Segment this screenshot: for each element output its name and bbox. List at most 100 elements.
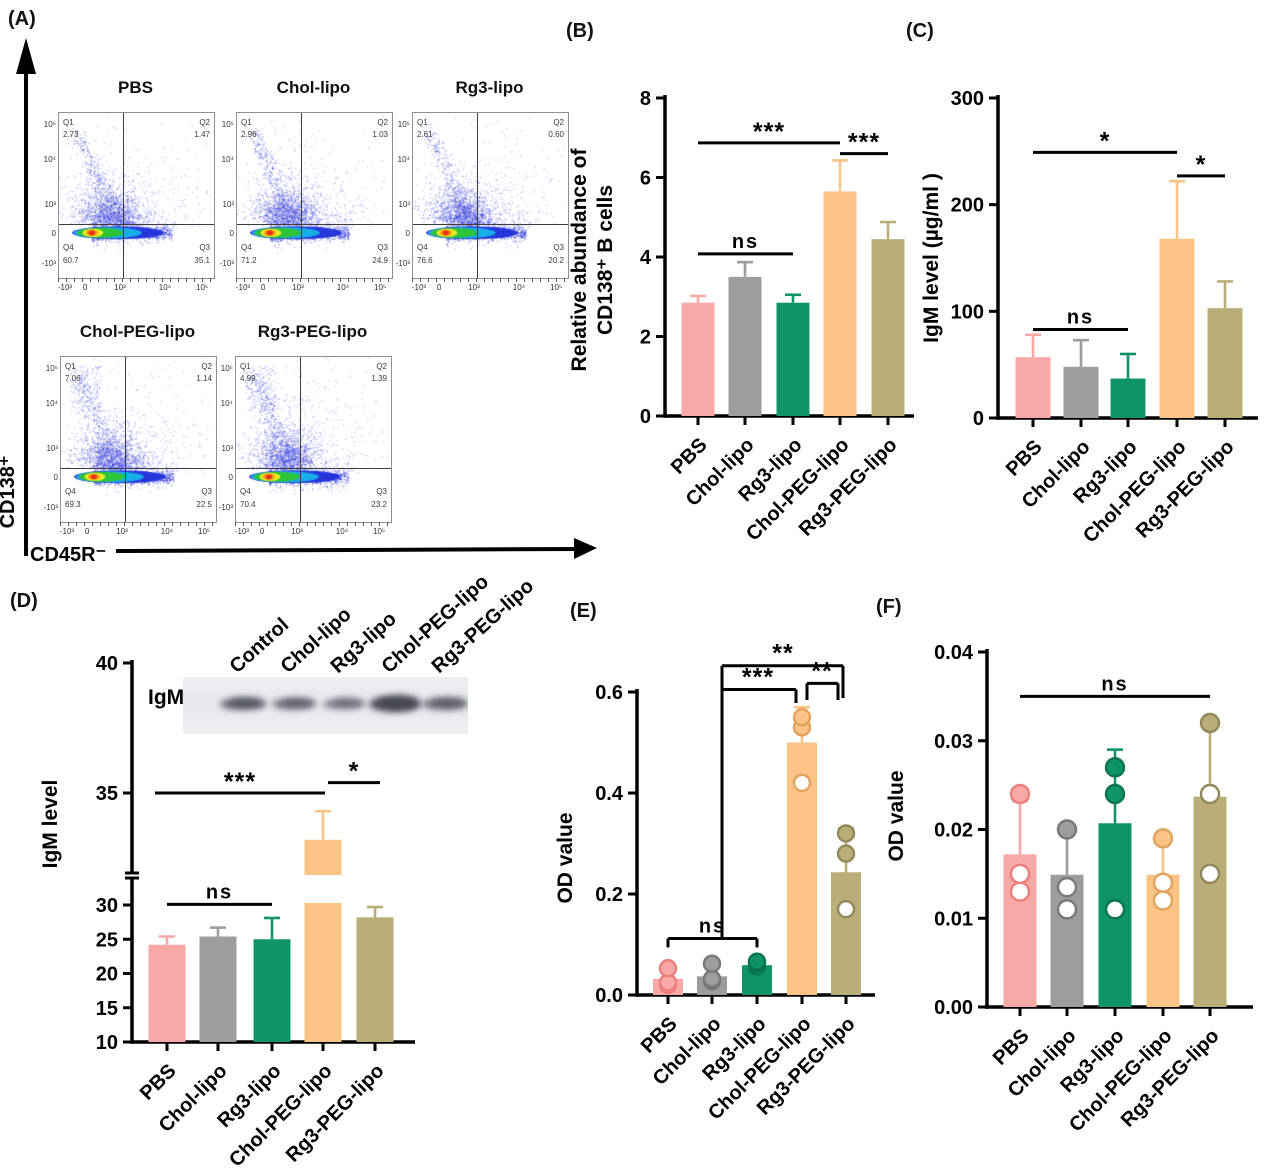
quadrant-q3-value: 22.5 [196, 500, 212, 509]
flow-ytick: 10³ [221, 444, 233, 454]
flow-ytick: 10⁵ [43, 120, 56, 130]
bar-Chol-PEG-lipo [304, 903, 342, 1042]
western-blot-igm-label: IgM [148, 686, 185, 709]
flow-plot-rg3-lipo: Rg3-lipo Q1 2.61 Q2 0.60 Q3 20.2 Q4 76.6 10⁵ 10⁴ 10… [388, 78, 588, 313]
ylabel-F: OD value [885, 770, 908, 861]
blot-lane-label: Chol-lipo [277, 603, 356, 677]
quadrant-q2-value: 1.03 [372, 130, 388, 139]
blot-lane-label: Chol-PEG-lipo [378, 571, 493, 678]
xlabel-PBS: PBS [1002, 436, 1047, 481]
bar-PBS [653, 978, 683, 995]
data-point-Rg3-lipo [747, 953, 767, 973]
quadrant-hline [237, 223, 392, 225]
flow-density-cloud [61, 357, 214, 520]
flow-xtick: 0 [82, 283, 88, 292]
ytick-E: 0.6 [595, 682, 623, 704]
data-point-Chol-lipo [1056, 876, 1078, 898]
bar-PBS [1003, 854, 1037, 1007]
data-point-Rg3-PEG-lipo [836, 899, 856, 919]
bar-Rg3-lipo [1098, 823, 1132, 1007]
data-point-Chol-PEG-lipo [792, 718, 812, 737]
ytick-C: 200 [951, 195, 984, 217]
data-point-Chol-PEG-lipo [1152, 828, 1174, 849]
bar-Rg3-PEG-lipo [871, 239, 905, 416]
bar-Chol-PEG-lipo [1146, 874, 1180, 1007]
xlabel-Rg3-lipo: Rg3-lipo [1069, 436, 1141, 508]
blot-lane-label: Control [226, 614, 294, 678]
chart-B: 0 2 4 6 8 PBSChol-lipoRg3-lipoChol-PEG-lipoRg… [568, 88, 914, 545]
bar-Chol-lipo [1063, 366, 1099, 418]
flow-ytick: 10³ [44, 200, 56, 210]
ytick-D: 30 [96, 895, 118, 917]
flow-ytick: 10⁵ [45, 364, 58, 374]
ytick-D: 10 [96, 1032, 118, 1054]
ytick-D: 25 [96, 929, 118, 951]
data-point-Chol-PEG-lipo [792, 708, 812, 727]
panel-label-B: (B) [566, 20, 594, 42]
sig-label: *** [848, 129, 880, 157]
data-point-PBS [1009, 881, 1031, 902]
sig-label: *** [224, 768, 256, 796]
flow-density-cloud [59, 113, 212, 276]
ytick-B: 6 [640, 168, 651, 190]
flow-ytick: -10³ [43, 502, 58, 512]
data-point-Chol-lipo [1056, 899, 1078, 920]
xlabel-Rg3-PEG-lipo: Rg3-PEG-lipo [795, 434, 902, 541]
data-point-Rg3-PEG-lipo [836, 824, 856, 843]
data-point-Rg3-PEG-lipo [1199, 863, 1221, 885]
quadrant-q4-label: Q4 [417, 243, 428, 252]
flow-plot-area: Q1 7.06 Q2 1.14 Q3 22.5 Q4 69.3 [60, 356, 217, 523]
bar-Chol-PEG-lipo [1159, 238, 1195, 418]
xlabel-Chol-PEG-lipo: Chol-PEG-lipo [1065, 1025, 1176, 1136]
ytick-F: 0.01 [934, 908, 973, 930]
blot-lane-label: Rg3-PEG-lipo [428, 575, 539, 678]
flow-ytick: 10³ [46, 444, 58, 454]
flow-xtick-marks [58, 278, 213, 282]
flow-xtick: 10³ [292, 283, 304, 292]
data-point-Chol-lipo [1056, 819, 1078, 840]
quadrant-q3-label: Q3 [376, 487, 387, 496]
quadrant-q3-label: Q3 [553, 243, 564, 252]
ytick-C: 100 [951, 301, 984, 323]
xlabel-PBS: PBS [667, 434, 712, 479]
flow-xtick: 0 [260, 283, 266, 292]
flow-ytick: 10⁵ [221, 120, 234, 130]
quadrant-q3-label: Q3 [201, 487, 212, 496]
xlabel-PBS: PBS [637, 1013, 682, 1058]
blot-lane-label: Rg3-lipo [327, 608, 401, 678]
xlabel-Chol-PEG-lipo: Chol-PEG-lipo [704, 1013, 815, 1124]
quadrant-hline [61, 467, 216, 469]
flow-ytick: 0 [405, 229, 410, 239]
quadrant-q4-value: 60.7 [63, 256, 79, 265]
ytick-E: 0.4 [595, 783, 624, 805]
quadrant-q1-label: Q1 [63, 118, 74, 127]
quadrant-q4-label: Q4 [241, 243, 252, 252]
flow-xtick: 10⁵ [550, 283, 563, 292]
chart-C: 0 100 200 300 PBSChol-lipoRg3-lipoChol-PEG-l… [920, 88, 1258, 547]
bar-Chol-PEG-lipo [304, 839, 342, 875]
flow-y-axis-label: CD138⁺ [0, 456, 19, 529]
flow-x-arrowhead [574, 538, 597, 559]
chart-E-significance: ns***** ** [666, 640, 845, 948]
quadrant-vline [122, 113, 124, 278]
chart-F: 0.00 0.01 0.02 0.03 0.04 PBSChol-lipoRg3-lipo… [885, 642, 1253, 1136]
flow-ytick: 0 [51, 229, 56, 239]
xlabel-Rg3-lipo: Rg3-lipo [734, 434, 806, 506]
ytick-B: 8 [640, 88, 651, 110]
flow-xtick: 0 [436, 283, 442, 292]
xlabel-Chol-lipo: Chol-lipo [682, 434, 759, 511]
flow-ytick: 0 [229, 229, 234, 239]
flow-ytick: 10⁵ [397, 120, 410, 130]
bar-Rg3-lipo [742, 965, 772, 995]
ytick-C: 300 [951, 88, 984, 110]
quadrant-q4-label: Q4 [65, 487, 76, 496]
quadrant-q4-value: 70.4 [240, 500, 256, 509]
bar-Rg3-PEG-lipo [1193, 796, 1227, 1007]
panel-label-F: (F) [876, 596, 902, 618]
flow-plot-area: Q1 4.99 Q2 1.39 Q3 23.2 Q4 70.4 [235, 356, 392, 523]
flow-xtick-marks [236, 278, 391, 282]
flow-xtick: 10⁵ [374, 283, 387, 292]
sig-label: *** [753, 118, 785, 146]
quadrant-q1-label: Q1 [417, 118, 428, 127]
quadrant-q1-label: Q1 [241, 118, 252, 127]
